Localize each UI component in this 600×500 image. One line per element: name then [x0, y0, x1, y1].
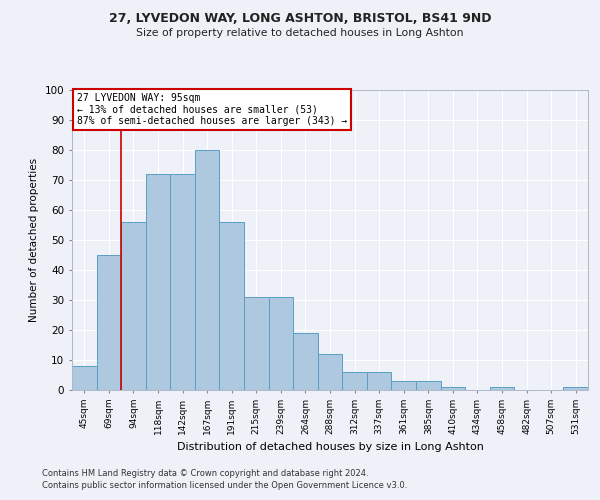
X-axis label: Distribution of detached houses by size in Long Ashton: Distribution of detached houses by size … — [176, 442, 484, 452]
Bar — [170, 174, 195, 390]
Bar — [440, 387, 465, 390]
Bar — [244, 297, 269, 390]
Text: 27, LYVEDON WAY, LONG ASHTON, BRISTOL, BS41 9ND: 27, LYVEDON WAY, LONG ASHTON, BRISTOL, B… — [109, 12, 491, 26]
Text: Contains public sector information licensed under the Open Government Licence v3: Contains public sector information licen… — [42, 481, 407, 490]
Bar — [416, 381, 440, 390]
Bar — [318, 354, 342, 390]
Bar — [220, 222, 244, 390]
Bar — [367, 372, 391, 390]
Bar — [391, 381, 416, 390]
Y-axis label: Number of detached properties: Number of detached properties — [29, 158, 39, 322]
Text: 27 LYVEDON WAY: 95sqm
← 13% of detached houses are smaller (53)
87% of semi-deta: 27 LYVEDON WAY: 95sqm ← 13% of detached … — [77, 93, 347, 126]
Bar — [195, 150, 220, 390]
Bar — [269, 297, 293, 390]
Bar — [293, 333, 318, 390]
Bar — [146, 174, 170, 390]
Bar — [97, 255, 121, 390]
Bar — [563, 387, 588, 390]
Bar — [490, 387, 514, 390]
Bar — [342, 372, 367, 390]
Bar — [121, 222, 146, 390]
Text: Contains HM Land Registry data © Crown copyright and database right 2024.: Contains HM Land Registry data © Crown c… — [42, 468, 368, 477]
Text: Size of property relative to detached houses in Long Ashton: Size of property relative to detached ho… — [136, 28, 464, 38]
Bar — [72, 366, 97, 390]
